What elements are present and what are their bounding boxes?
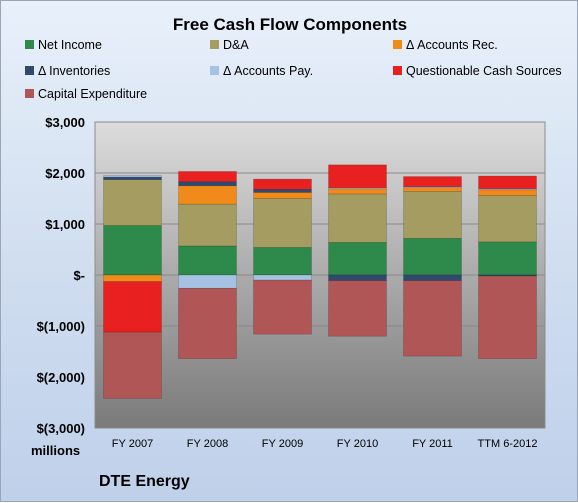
legend-item-accounts-pay: Δ Accounts Pay. — [210, 64, 313, 78]
bar-segment — [403, 274, 462, 281]
legend-swatch — [25, 66, 34, 75]
legend-label: Δ Inventories — [38, 64, 111, 78]
y-axis-units-label: millions — [31, 443, 81, 458]
legend-item-net-income: Net Income — [25, 38, 102, 52]
legend-swatch — [210, 40, 219, 49]
legend-item-inventories: Δ Inventories — [25, 64, 110, 78]
x-tick-label: FY 2007 — [112, 438, 153, 450]
y-tick-label: $(2,000) — [37, 370, 85, 385]
bar-segment — [328, 193, 387, 243]
bar-segment — [403, 191, 462, 239]
bar-segment — [178, 185, 237, 205]
bar-segment — [103, 176, 162, 180]
legend-swatch — [210, 66, 219, 75]
bar-segment — [178, 274, 237, 289]
legend-swatch — [393, 66, 402, 75]
bar-segment — [103, 331, 162, 399]
x-tick-label: TTM 6-2012 — [478, 438, 538, 450]
legend-label: Questionable Cash Sources — [406, 64, 562, 78]
legend-swatch — [25, 89, 34, 98]
x-tick-label: FY 2008 — [187, 438, 228, 450]
bar-segment — [478, 175, 537, 190]
legend-label: Net Income — [38, 38, 102, 52]
bar-segment — [253, 247, 312, 276]
bar-segment — [253, 178, 312, 190]
legend-item-questionable: Questionable Cash Sources — [393, 64, 562, 78]
legend-label: Δ Accounts Rec. — [406, 38, 498, 52]
legend-label: D&A — [223, 38, 249, 52]
bar-segment — [178, 171, 237, 182]
bar-segment — [103, 274, 162, 282]
bar-segment — [403, 187, 462, 192]
y-tick-label: $1,000 — [45, 217, 85, 232]
bar-segment — [328, 274, 387, 281]
y-tick-label: $2,000 — [45, 166, 85, 181]
bar-segment — [103, 179, 162, 226]
bar-segment — [253, 198, 312, 248]
chart-title: Free Cash Flow Components — [172, 15, 408, 34]
bar-segment — [403, 280, 462, 357]
bar-segment — [478, 241, 537, 276]
x-tick-label: FY 2009 — [262, 438, 303, 450]
bar-segment — [478, 275, 537, 359]
legend-label: Capital Expenditure — [38, 87, 148, 101]
bar-segment — [178, 245, 237, 276]
bar-segment — [253, 279, 312, 335]
bar-segment — [403, 176, 462, 188]
bar-segment — [253, 192, 312, 199]
x-tick-label: FY 2010 — [337, 438, 378, 450]
y-tick-label: $(3,000) — [37, 421, 85, 436]
bar-segment — [403, 237, 462, 276]
y-tick-label: $- — [73, 268, 85, 283]
bar-segment — [253, 274, 312, 281]
bar-segment — [478, 189, 537, 196]
bar-segment — [103, 225, 162, 276]
bar-segment — [328, 188, 387, 195]
bar-segment — [103, 175, 162, 178]
y-tick-label: $(1,000) — [37, 319, 85, 334]
x-tick-label: FY 2011 — [412, 438, 453, 450]
bar-segment — [103, 281, 162, 333]
bar-segment — [178, 203, 237, 247]
legend-label: Δ Accounts Pay. — [223, 64, 314, 78]
legend-swatch — [393, 40, 402, 49]
bar-segment — [178, 287, 237, 359]
company-name: DTE Energy — [99, 473, 190, 490]
bar-segment — [328, 242, 387, 276]
legend-item-da: D&A — [210, 38, 249, 52]
bar-segment — [328, 164, 387, 189]
bar-segment — [178, 181, 237, 187]
bar-segment — [253, 189, 312, 193]
y-tick-label: $3,000 — [45, 115, 85, 130]
legend-item-accounts-rec: Δ Accounts Rec. — [393, 38, 498, 52]
legend-item-capex: Capital Expenditure — [25, 87, 147, 101]
bar-segment — [328, 280, 387, 337]
bar-segment — [478, 195, 537, 243]
legend-swatch — [25, 40, 34, 49]
